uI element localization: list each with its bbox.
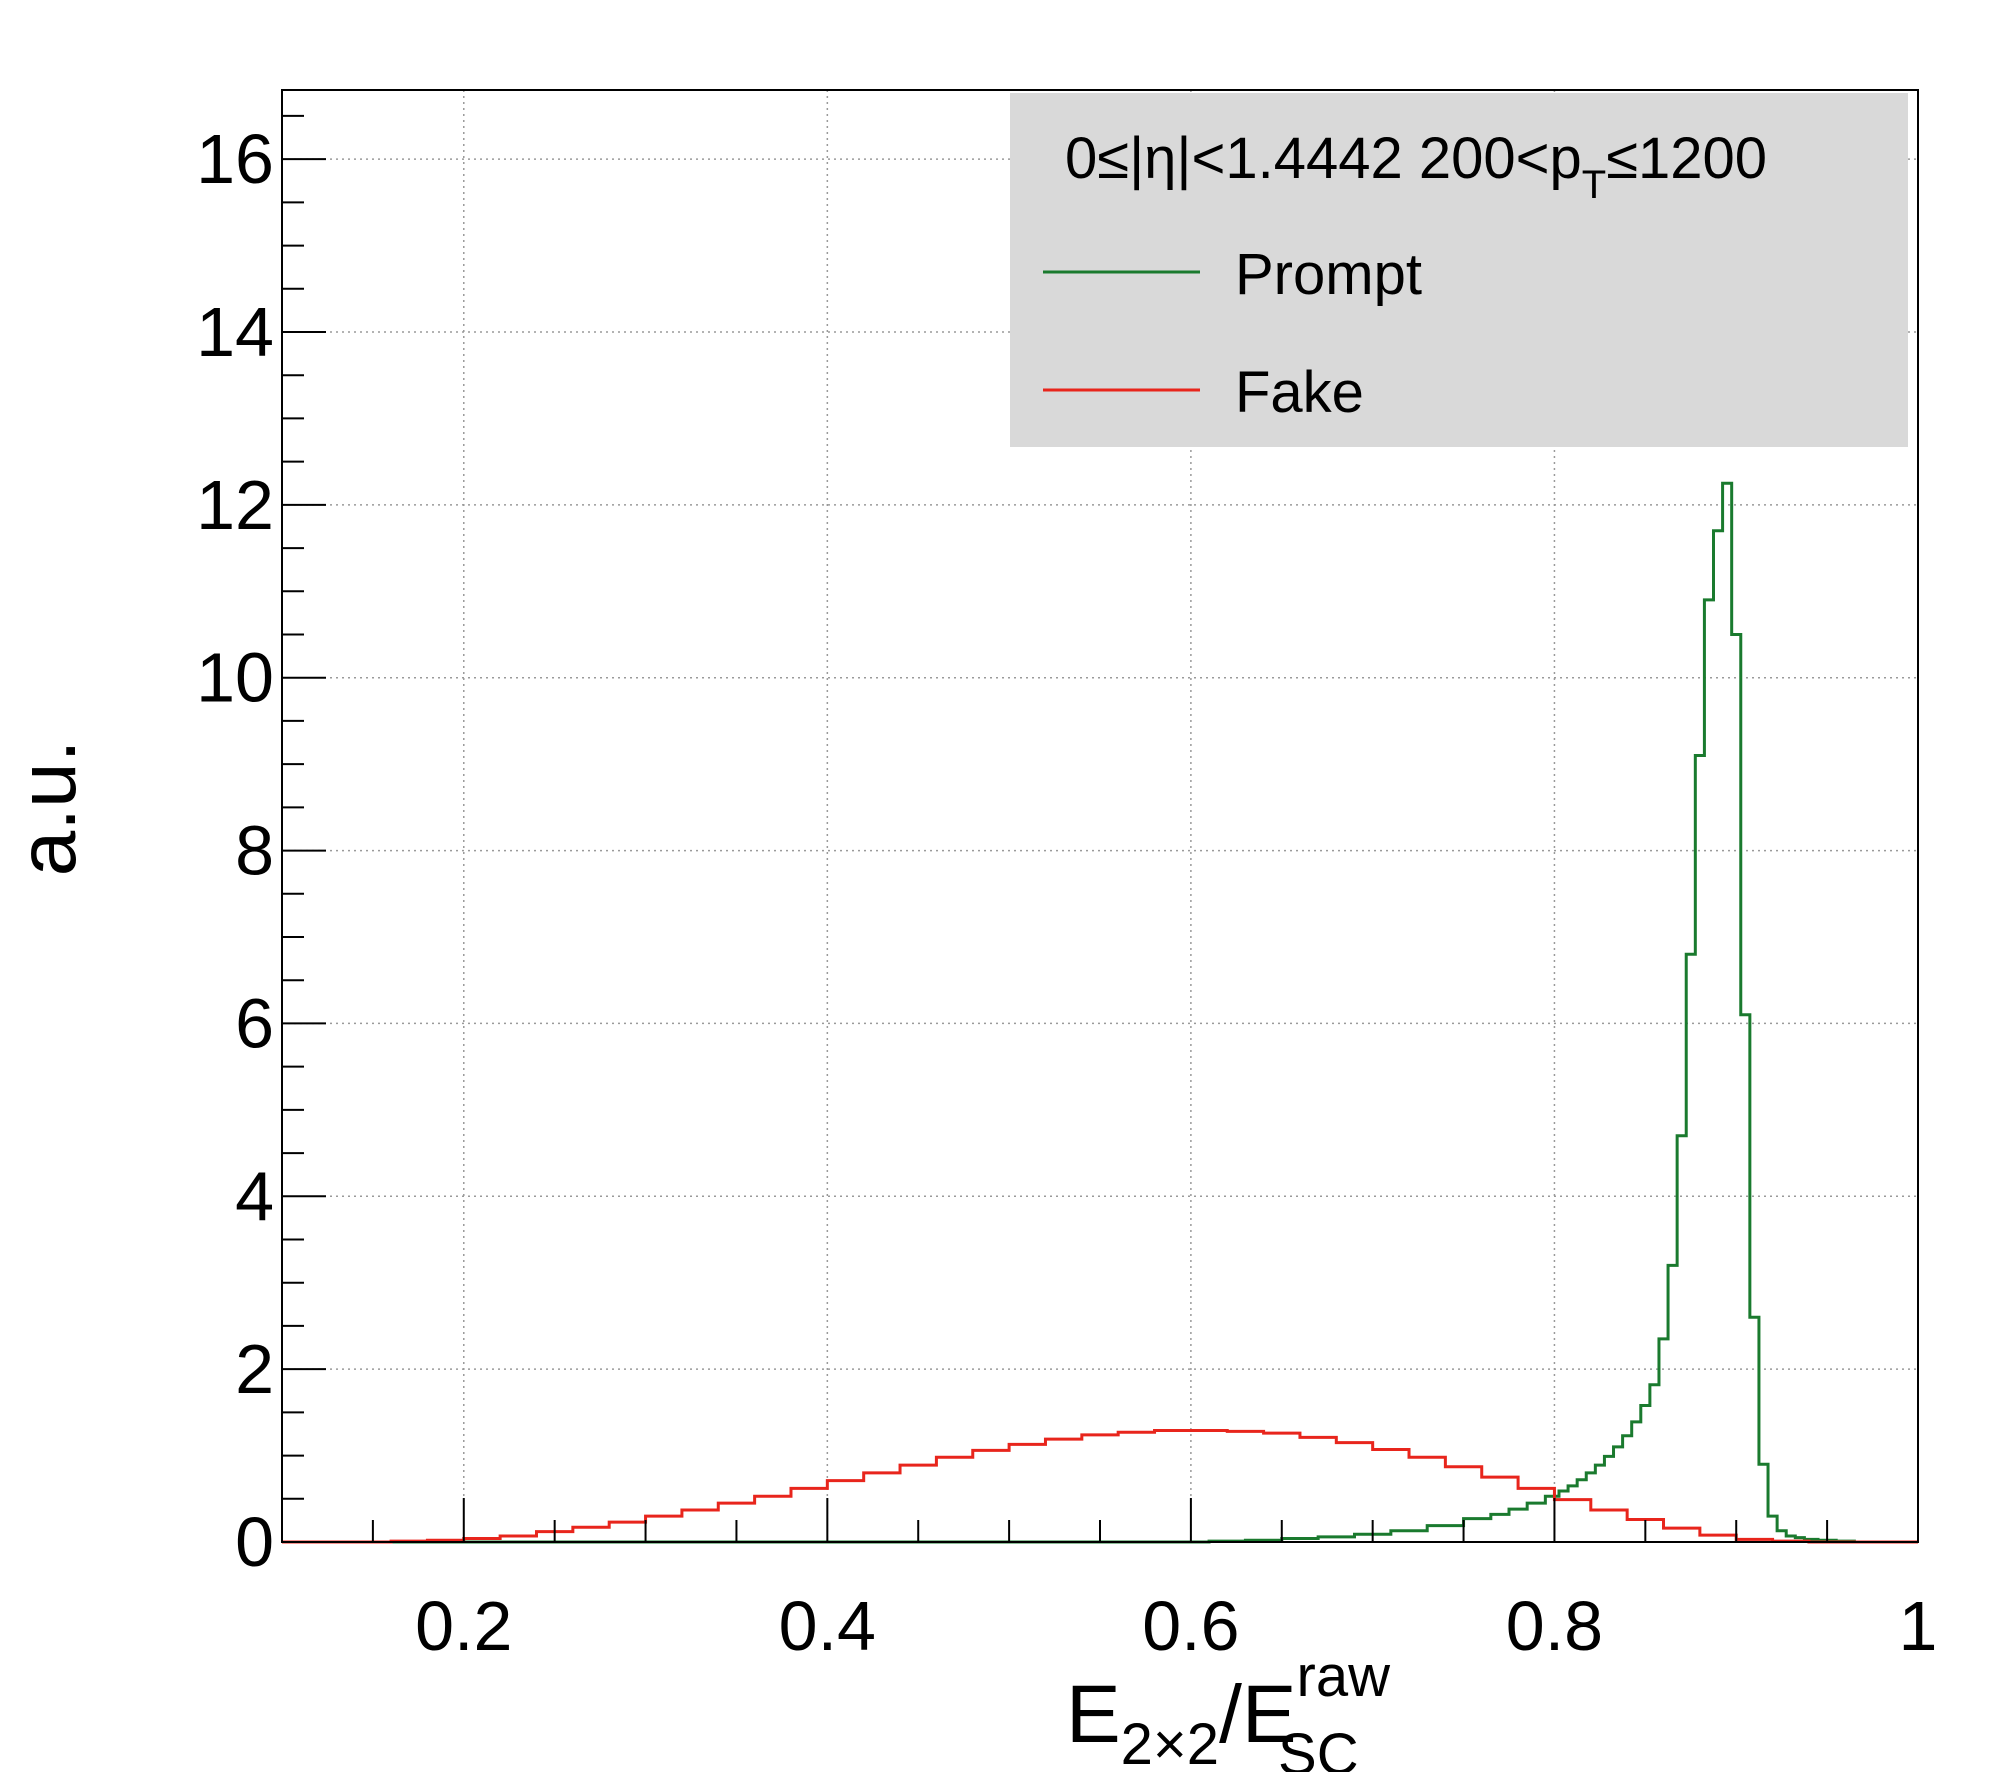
y-tick-label: 4 [235,1157,274,1235]
x-axis-title-main: E [1066,1669,1121,1760]
legend: 0≤|η|<1.4442 200<pT≤1200 Prompt Fake [1010,93,1908,447]
legend-header-part2: ≤1200 [1606,126,1767,191]
legend-header: 0≤|η|<1.4442 200<pT≤1200 [1065,126,1767,207]
x-axis-title: E2×2/Eraw SC [1066,1644,1391,1772]
x-tick-label: 1 [1899,1587,1938,1665]
legend-header-sub: T [1582,163,1606,207]
series-line-fake [282,1429,1918,1544]
y-tick-label: 0 [235,1503,274,1581]
series-line-prompt [282,481,1918,1544]
x-axis-title-slash: /E [1219,1669,1296,1760]
legend-label-fake: Fake [1235,360,1364,425]
axis-ticks [281,114,1919,1543]
x-axis-title-sub1: 2×2 [1121,1712,1219,1772]
legend-label-prompt: Prompt [1235,242,1422,307]
x-tick-label: 0.4 [779,1587,876,1665]
x-axis-title-sub2: SC [1278,1722,1359,1772]
y-tick-label: 14 [196,293,274,371]
y-tick-label: 2 [235,1330,274,1408]
x-tick-label: 0.8 [1506,1587,1603,1665]
series-layer [282,481,1918,1544]
x-tick-label: 0.6 [1142,1587,1239,1665]
y-tick-label: 16 [196,120,274,198]
legend-box [1010,93,1908,447]
y-axis-title: a.u. [2,740,93,877]
x-tick-label: 0.2 [415,1587,512,1665]
x-axis-title-sup: raw [1297,1644,1392,1709]
y-tick-label: 10 [196,639,274,717]
y-tick-label: 12 [196,466,274,544]
y-tick-label: 8 [235,812,274,890]
y-tick-label: 6 [235,984,274,1062]
legend-header-part1: 0≤|η|<1.4442 200<p [1065,126,1582,191]
